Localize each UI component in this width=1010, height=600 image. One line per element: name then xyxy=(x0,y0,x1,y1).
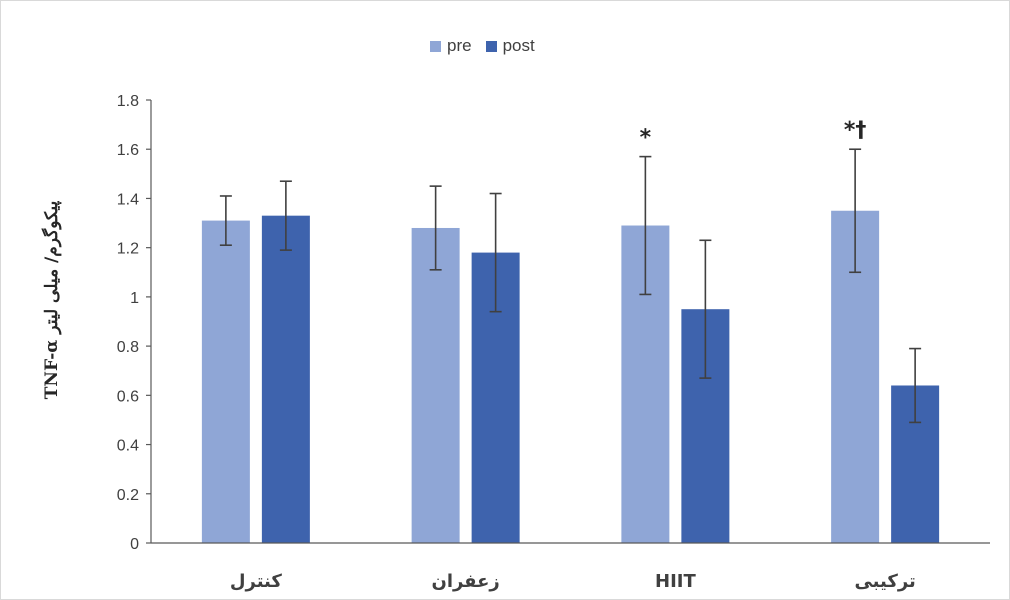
legend: pre post xyxy=(430,36,535,56)
y-tick-label: 1.4 xyxy=(117,191,139,208)
significance-marker: * xyxy=(640,126,652,151)
bar-pre xyxy=(411,227,460,543)
legend-item-post: post xyxy=(485,36,535,56)
legend-label-pre: pre xyxy=(447,36,472,55)
legend-item-pre: pre xyxy=(430,36,472,56)
bar-pre xyxy=(201,220,250,543)
y-tick-label: 1.6 xyxy=(117,142,139,159)
y-axis-label: TNF-α پیکوگرم/ میلی لیتر xyxy=(42,200,62,400)
y-tick-label: 0.8 xyxy=(117,339,139,356)
x-tick-label: HIIT xyxy=(655,571,696,592)
x-tick-label: ترکیبی xyxy=(854,571,915,592)
y-tick-label: 0 xyxy=(130,536,139,553)
y-tick-label: 1.8 xyxy=(117,93,139,110)
y-tick-label: 0.4 xyxy=(117,438,139,455)
y-tick-label: 1 xyxy=(130,290,139,307)
legend-label-post: post xyxy=(502,36,535,55)
x-tick-label: زعفران xyxy=(431,571,499,592)
x-tick-label: کنترل xyxy=(230,571,283,592)
y-tick-label: 0.6 xyxy=(117,388,139,405)
y-tick-label: 0.2 xyxy=(117,487,139,504)
legend-swatch-post xyxy=(485,40,497,52)
legend-swatch-pre xyxy=(430,40,441,52)
y-tick-label: 1.2 xyxy=(117,241,139,258)
significance-marker: *† xyxy=(844,118,867,143)
bar-post xyxy=(261,215,310,543)
